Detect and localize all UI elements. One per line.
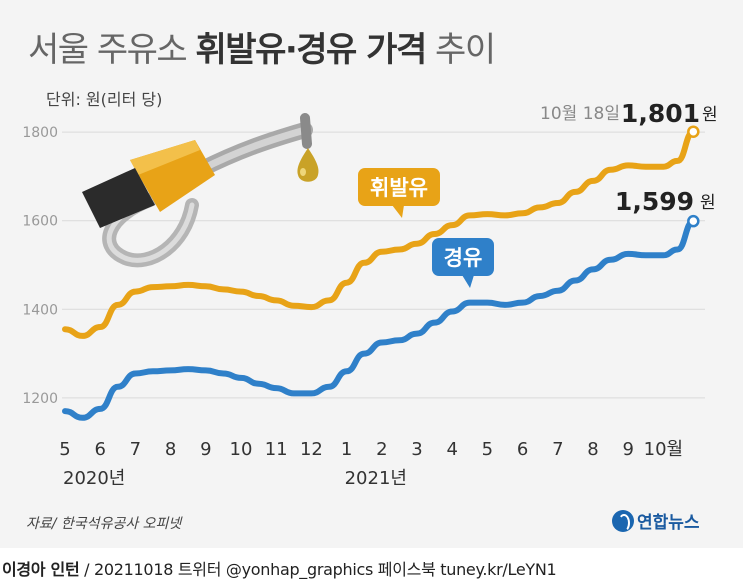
gasoline-callout-tail xyxy=(392,205,404,218)
gasoline-end-point xyxy=(687,125,700,138)
diesel-end-unit: 원 xyxy=(700,193,716,213)
gasoline-callout: 휘발유 xyxy=(358,168,440,218)
y-tick-labels: 1200 1400 1600 1800 xyxy=(22,125,58,407)
x-tick-label: 5 xyxy=(59,439,70,460)
x-tick-label: 8 xyxy=(165,439,176,460)
footer-author: 이경아 인턴 xyxy=(2,560,80,579)
diesel-series-line xyxy=(62,218,697,421)
diesel-callout-tail xyxy=(462,275,474,288)
x-tick-label: 9 xyxy=(622,439,633,460)
x-tick-label: 3 xyxy=(411,439,422,460)
x-tick-label: 12 xyxy=(300,439,323,460)
y-tick-label: 1600 xyxy=(22,214,58,230)
diesel-callout-label: 경유 xyxy=(444,246,483,270)
yonhap-logo-icon xyxy=(612,509,634,532)
title-suffix: 추이 xyxy=(425,30,496,70)
x-tick-label: 10 xyxy=(230,439,253,460)
unit-label: 단위: 원(리터 당) xyxy=(46,90,163,109)
gasoline-callout-box xyxy=(358,168,440,206)
diesel-callout-box xyxy=(432,238,494,276)
credit-footer: 이경아 인턴 / 20211018 트위터 @yonhap_graphics 페… xyxy=(0,556,743,588)
chart-title: 서울 주유소 휘발유·경유 가격 추이 xyxy=(28,22,496,71)
yonhap-logo-text: 연합뉴스 xyxy=(637,513,700,533)
year-label: 2020년 xyxy=(63,468,125,489)
gasoline-end-unit: 원 xyxy=(702,105,718,125)
x-tick-label: 11 xyxy=(265,439,288,460)
series-lines xyxy=(62,128,697,421)
series-endpoints xyxy=(687,125,700,228)
diesel-callout: 경유 xyxy=(432,238,494,288)
x-tick-label: 5 xyxy=(482,439,493,460)
footer-credits: / 20211018 트위터 @yonhap_graphics 페이스북 tun… xyxy=(79,560,557,579)
x-tick-label: 7 xyxy=(552,439,563,460)
x-tick-label: 4 xyxy=(446,439,457,460)
x-tick-label: 2 xyxy=(376,439,387,460)
x-tick-label: 10월 xyxy=(644,439,683,460)
chart-card xyxy=(0,0,743,548)
grid-lines xyxy=(62,131,705,399)
title-prefix: 서울 주유소 xyxy=(28,30,196,70)
y-tick-label: 1800 xyxy=(22,125,58,141)
year-label: 2021년 xyxy=(345,468,407,489)
y-tick-label: 1200 xyxy=(22,391,58,407)
x-tick-label: 1 xyxy=(341,439,352,460)
diesel-end-value: 1,599 xyxy=(615,187,694,216)
gasoline-callout-label: 휘발유 xyxy=(370,176,428,200)
x-tick-label: 6 xyxy=(94,439,105,460)
gasoline-end-value: 1,801 xyxy=(621,99,700,128)
x-tick-label: 8 xyxy=(587,439,598,460)
date-annotation: 10월 18일 xyxy=(540,104,620,124)
title-bold: 휘발유·경유 가격 xyxy=(195,30,428,70)
gasoline-series-line xyxy=(62,128,697,339)
y-tick-label: 1400 xyxy=(22,302,58,318)
x-tick-label: 9 xyxy=(200,439,211,460)
x-tick-label: 6 xyxy=(517,439,528,460)
diesel-end-point xyxy=(687,214,700,228)
x-tick-label: 7 xyxy=(130,439,141,460)
fuel-nozzle-icon xyxy=(82,113,319,268)
yonhap-logo: 연합뉴스 xyxy=(612,508,700,533)
source-note: 자료/ 한국석유공사 오피넷 xyxy=(26,516,182,532)
